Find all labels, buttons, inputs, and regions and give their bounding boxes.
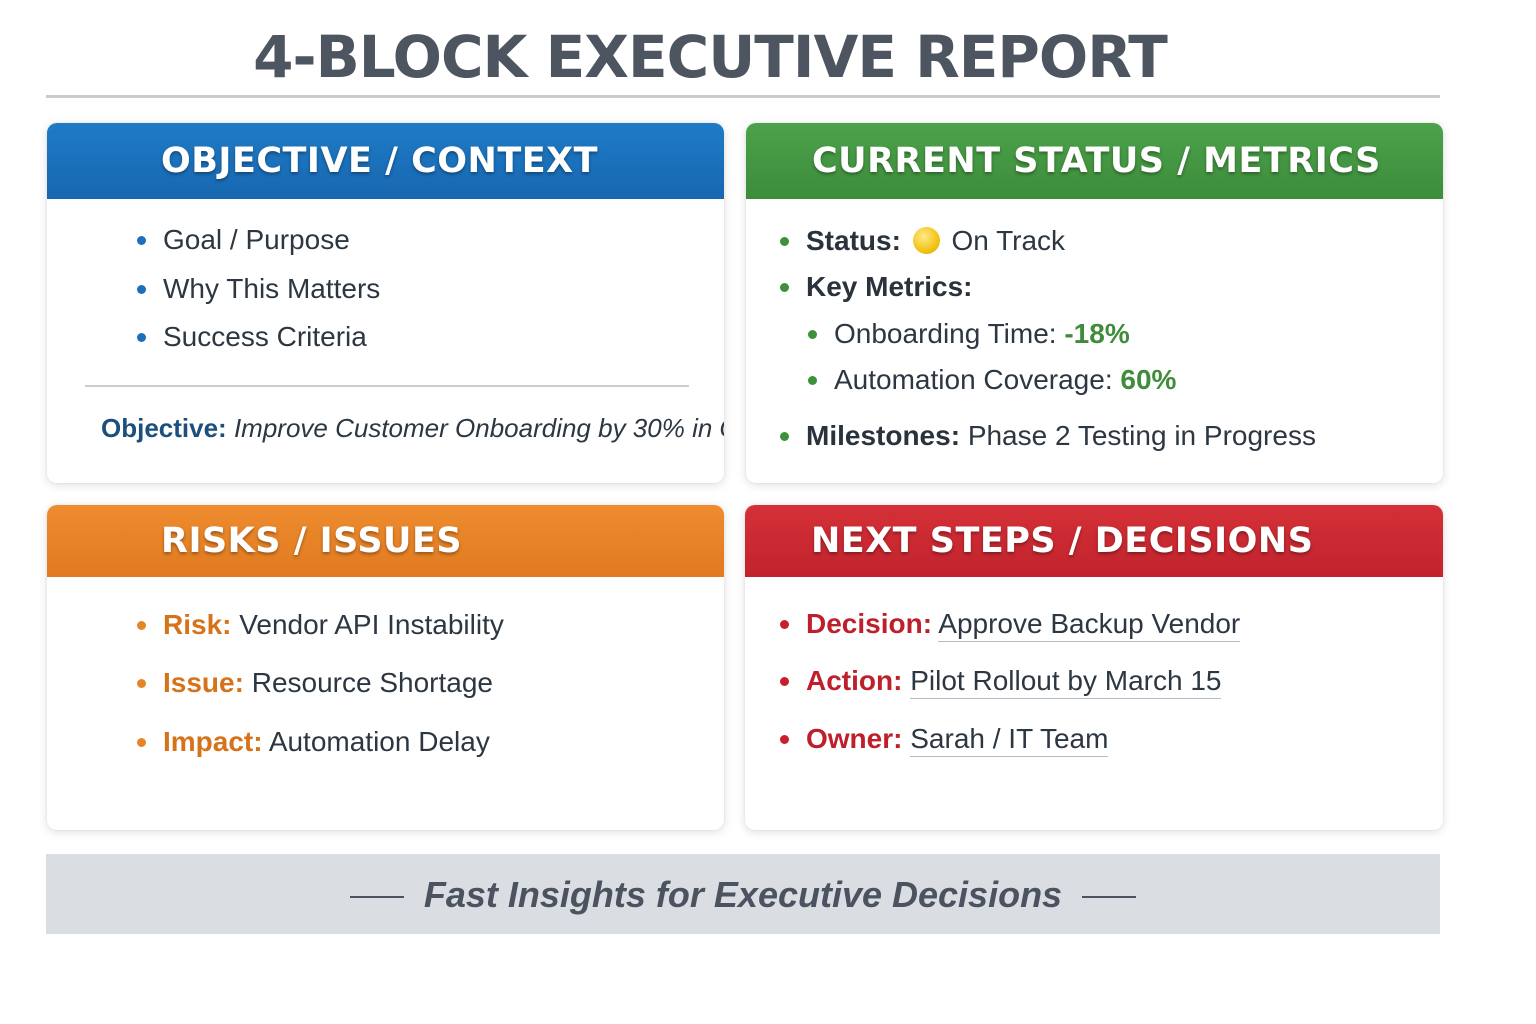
milestones-value: Phase 2 Testing in Progress: [967, 420, 1316, 451]
metric-label: Automation Coverage:: [834, 364, 1113, 395]
yellow-circle-icon: [912, 227, 940, 254]
bullet-icon: [808, 330, 817, 339]
milestones-label: Milestones:: [806, 420, 961, 451]
next-steps-heading: NEXT STEPS / DECISIONS: [745, 505, 1443, 577]
title-divider: [46, 95, 1440, 98]
bullet-icon: [780, 620, 789, 629]
bullet-icon: [780, 432, 789, 441]
objective-context-heading: OBJECTIVE / CONTEXT: [47, 123, 724, 199]
bullet-icon: [780, 283, 789, 292]
bullet-icon: [780, 237, 789, 246]
dash-decoration: [1082, 896, 1137, 899]
bullet-icon: [808, 376, 817, 385]
objective-statement: Objective: Improve Customer Onboarding b…: [101, 413, 724, 444]
dash-decoration: [349, 896, 404, 899]
key-metrics-label: Key Metrics:: [806, 271, 973, 302]
bullet-icon: [137, 236, 146, 245]
footer-tagline: Fast Insights for Executive Decisions: [423, 874, 1063, 915]
bullet-icon: [780, 735, 789, 744]
metric-value: -18%: [1064, 318, 1130, 349]
bullet-icon: [137, 621, 146, 630]
metric-label: Onboarding Time:: [834, 318, 1057, 349]
risks-issues-heading: RISKS / ISSUES: [47, 505, 724, 577]
objective-text: Improve Customer Onboarding by 30% in Q2: [233, 413, 724, 443]
risks-issues-card: RISKS / ISSUES Risk: Vendor API Instabil…: [47, 505, 724, 830]
bullet-icon: [137, 333, 146, 342]
objective-label: Objective:: [101, 413, 227, 443]
status-value: On Track: [951, 225, 1066, 256]
section-divider: [85, 385, 689, 387]
bullet-icon: [780, 677, 789, 686]
bullet-icon: [137, 285, 146, 294]
objective-context-card: OBJECTIVE / CONTEXT Goal / Purpose Why T…: [47, 123, 724, 483]
footer-banner: Fast Insights for Executive Decisions: [46, 854, 1440, 934]
bullet-icon: [137, 738, 146, 747]
status-label: Status:: [806, 225, 901, 256]
status-metrics-card: CURRENT STATUS / METRICS Status: On Trac…: [746, 123, 1443, 483]
page-title: 4-BLOCK EXECUTIVE REPORT: [253, 23, 1168, 91]
status-metrics-heading: CURRENT STATUS / METRICS: [746, 123, 1443, 199]
bullet-icon: [137, 679, 146, 688]
next-steps-card: NEXT STEPS / DECISIONS Decision: Approve…: [745, 505, 1443, 830]
metric-value: 60%: [1120, 364, 1177, 395]
